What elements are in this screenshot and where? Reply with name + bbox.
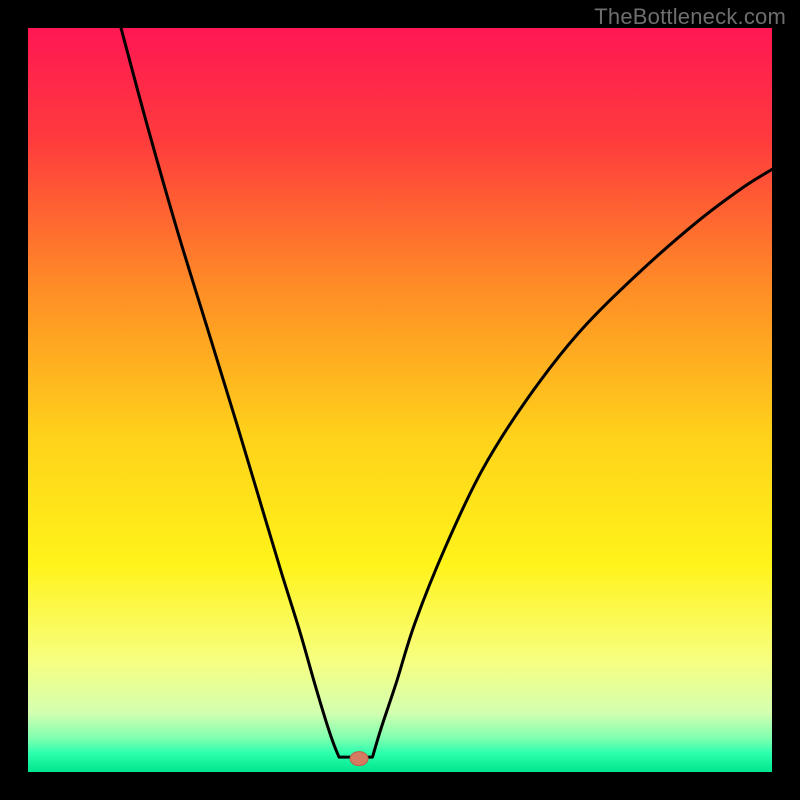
watermark-text: TheBottleneck.com <box>594 4 786 30</box>
chart-frame: { "watermark": { "text": "TheBottleneck.… <box>0 0 800 800</box>
chart-plot-area <box>28 28 772 772</box>
bottleneck-minimum-marker <box>350 752 368 766</box>
chart-gradient-background <box>28 28 772 772</box>
chart-svg <box>28 28 772 772</box>
